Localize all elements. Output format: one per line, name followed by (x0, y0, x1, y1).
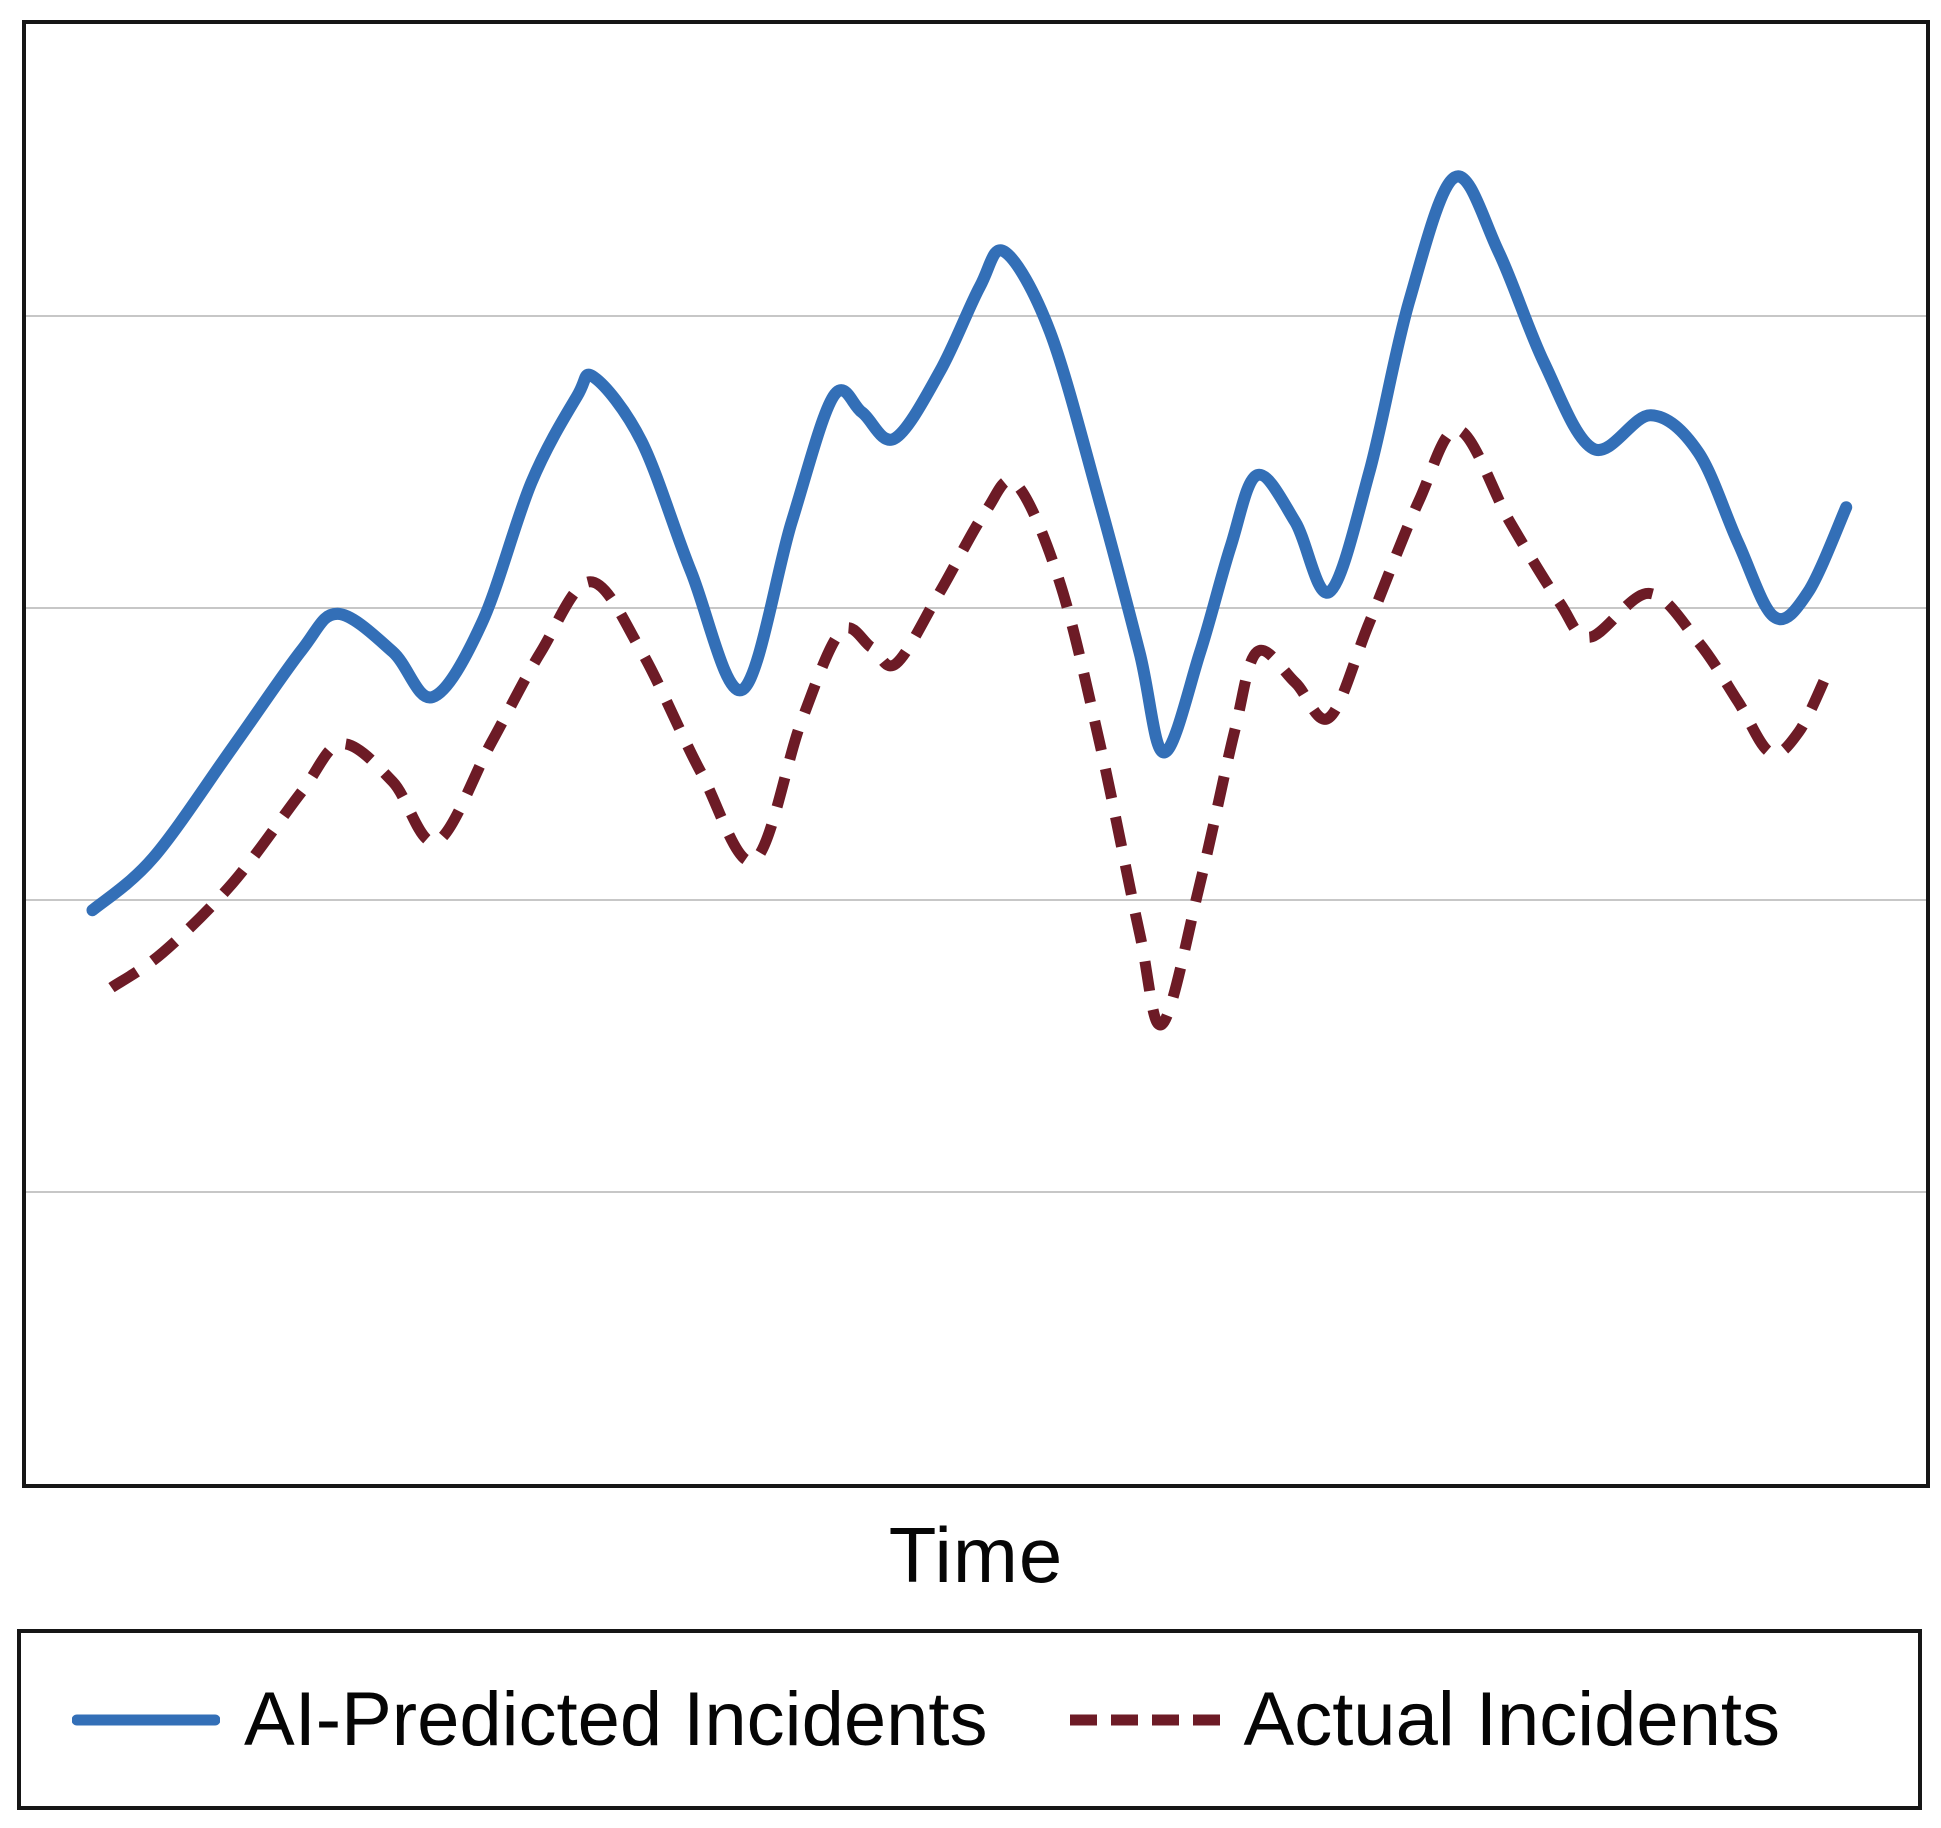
x-axis-label: Time (888, 1511, 1064, 1599)
series-ai-predicted-line (86, 170, 1853, 917)
line-chart (26, 170, 1926, 1194)
legend-item-actual: Actual Incidents (1068, 1676, 1781, 1762)
series-actual-line (108, 424, 1833, 1031)
legend: AI-Predicted Incidents Actual Incidents (17, 1629, 1922, 1810)
legend-line-solid-icon (72, 1714, 220, 1725)
legend-item-label: AI-Predicted Incidents (244, 1676, 988, 1762)
legend-item-ai-predicted: AI-Predicted Incidents (72, 1676, 988, 1762)
legend-item-label: Actual Incidents (1243, 1676, 1781, 1762)
gridlines (26, 314, 1926, 1194)
legend-line-dashed-icon (1069, 1714, 1220, 1725)
plot-area (22, 20, 1930, 1488)
